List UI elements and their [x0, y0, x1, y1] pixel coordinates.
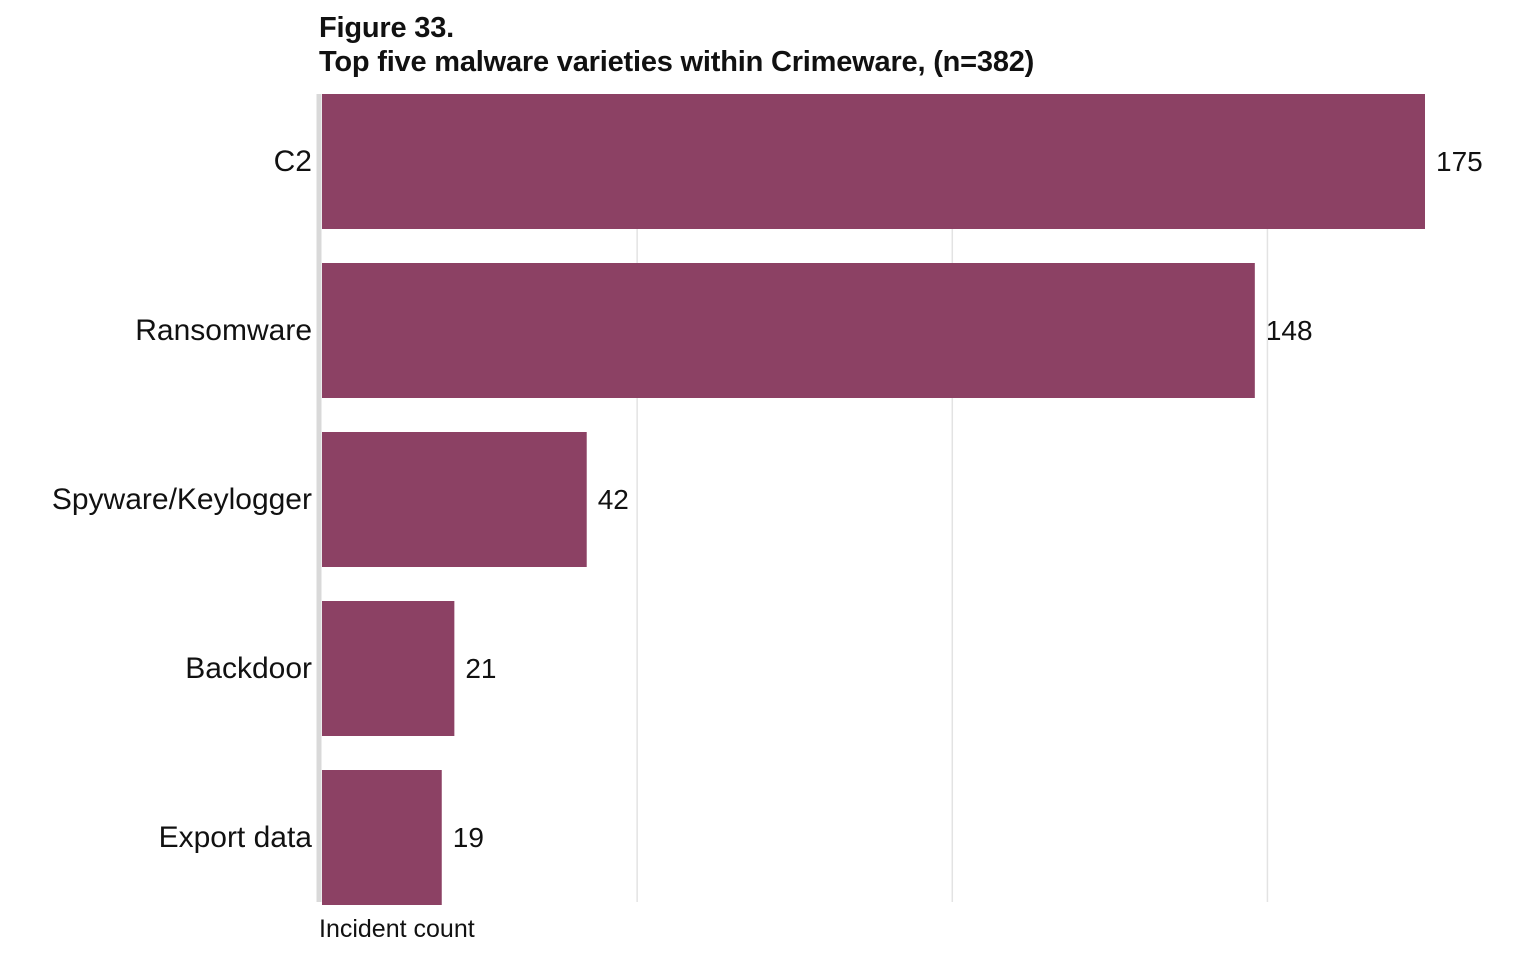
bars — [322, 94, 1425, 905]
bar-value-label: 19 — [453, 822, 484, 853]
chart-title: Figure 33. Top five malware varieties wi… — [319, 11, 1034, 79]
category-label: Backdoor — [185, 652, 312, 685]
category-label: C2 — [274, 145, 312, 178]
bar — [322, 770, 442, 905]
category-labels: C2 Ransomware Spyware/Keylogger Backdoor Exp… — [52, 145, 312, 854]
bar-value-label: 148 — [1266, 315, 1313, 346]
value-labels: 175 148 42 21 19 — [453, 146, 1483, 853]
bar — [322, 263, 1255, 398]
bar-value-label: 21 — [465, 653, 496, 684]
figure-caption: Top five malware varieties within Crimew… — [319, 46, 1035, 78]
bar — [322, 94, 1425, 229]
bar-value-label: 42 — [598, 484, 629, 515]
category-label: Ransomware — [135, 314, 312, 347]
category-label: Spyware/Keylogger — [52, 483, 312, 516]
bar-value-label: 175 — [1436, 146, 1483, 177]
bar — [322, 432, 587, 567]
category-label: Export data — [159, 821, 313, 854]
figure-number: Figure 33. — [319, 12, 454, 44]
bar — [322, 601, 455, 736]
x-axis-label: Incident count — [319, 915, 475, 943]
